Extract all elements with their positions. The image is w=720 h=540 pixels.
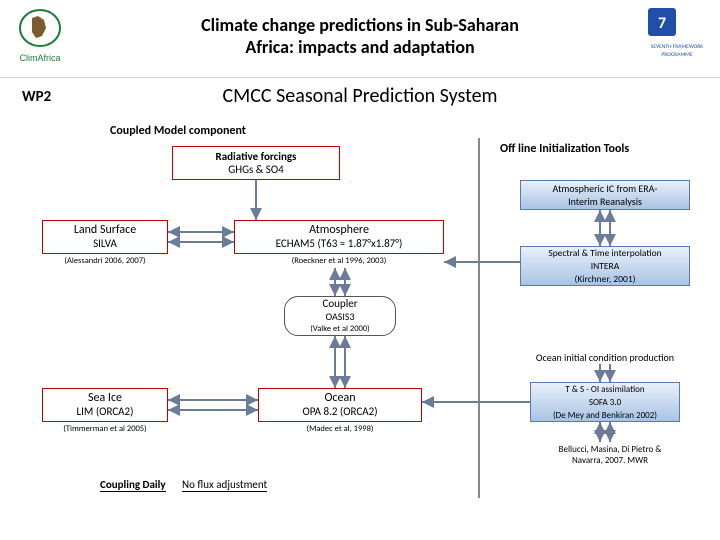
title-line1: Climate change predictions in Sub-Sahara… <box>201 14 519 36</box>
connectors-svg <box>0 138 720 528</box>
title-line2: Africa: impacts and adaptation <box>245 36 474 58</box>
coupling-label: Coupling Daily <box>100 478 166 492</box>
svg-text:PROGRAMME: PROGRAMME <box>661 52 692 58</box>
footer-line: Coupling Daily No flux adjustment <box>100 478 267 492</box>
header: ClimAfrica 7 SEVENTH FRAMEWORK PROGRAMME… <box>0 0 720 78</box>
system-subtitle: CMCC Seasonal Prediction System <box>0 82 720 108</box>
svg-text:ClimAfrica: ClimAfrica <box>19 53 60 63</box>
subheader-row: WP2 CMCC Seasonal Prediction System <box>0 82 720 120</box>
noflux-label: No flux adjustment <box>182 478 267 492</box>
diagram-canvas: Off line Initialization Tools Radiative … <box>0 138 720 528</box>
page-title: Climate change predictions in Sub-Sahara… <box>0 0 720 58</box>
climafrica-logo: ClimAfrica <box>10 6 70 66</box>
svg-text:7: 7 <box>658 14 666 33</box>
wp-label: WP2 <box>22 88 51 106</box>
fp7-logo: 7 SEVENTH FRAMEWORK PROGRAMME <box>642 6 712 66</box>
svg-text:SEVENTH FRAMEWORK: SEVENTH FRAMEWORK <box>651 44 703 50</box>
coupled-model-label: Coupled Model component <box>110 124 720 138</box>
